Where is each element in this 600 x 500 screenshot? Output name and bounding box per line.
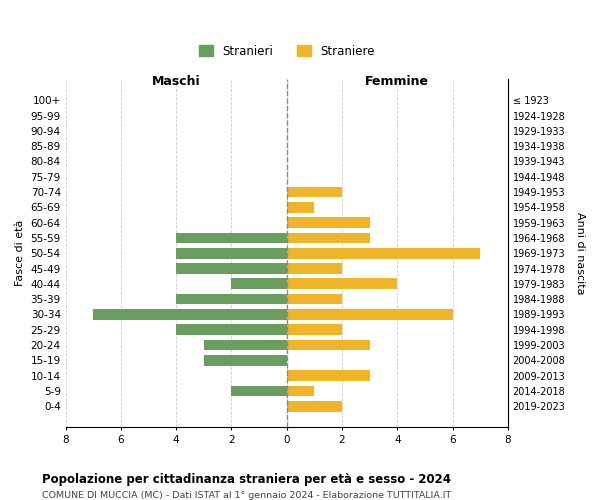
Bar	[176, 248, 287, 258]
Bar	[287, 218, 370, 228]
Text: Popolazione per cittadinanza straniera per età e sesso - 2024: Popolazione per cittadinanza straniera p…	[42, 472, 451, 486]
Legend: Stranieri, Straniere: Stranieri, Straniere	[194, 40, 380, 62]
Y-axis label: Anni di nascita: Anni di nascita	[575, 212, 585, 294]
Bar	[176, 294, 287, 304]
Bar	[204, 355, 287, 366]
Bar	[287, 278, 397, 289]
Bar	[287, 186, 342, 198]
Bar	[232, 386, 287, 396]
Bar	[287, 386, 314, 396]
Bar	[94, 309, 287, 320]
Bar	[287, 324, 342, 335]
Bar	[287, 309, 452, 320]
Bar	[287, 248, 480, 258]
Bar	[287, 232, 370, 243]
Text: Femmine: Femmine	[365, 75, 429, 88]
Bar	[232, 278, 287, 289]
Bar	[287, 202, 314, 212]
Bar	[287, 340, 370, 350]
Bar	[287, 294, 342, 304]
Bar	[204, 340, 287, 350]
Bar	[176, 232, 287, 243]
Bar	[287, 401, 342, 411]
Bar	[287, 370, 370, 381]
Text: COMUNE DI MUCCIA (MC) - Dati ISTAT al 1° gennaio 2024 - Elaborazione TUTTITALIA.: COMUNE DI MUCCIA (MC) - Dati ISTAT al 1°…	[42, 491, 451, 500]
Bar	[176, 324, 287, 335]
Bar	[176, 263, 287, 274]
Y-axis label: Fasce di età: Fasce di età	[15, 220, 25, 286]
Text: Maschi: Maschi	[152, 75, 200, 88]
Bar	[287, 263, 342, 274]
